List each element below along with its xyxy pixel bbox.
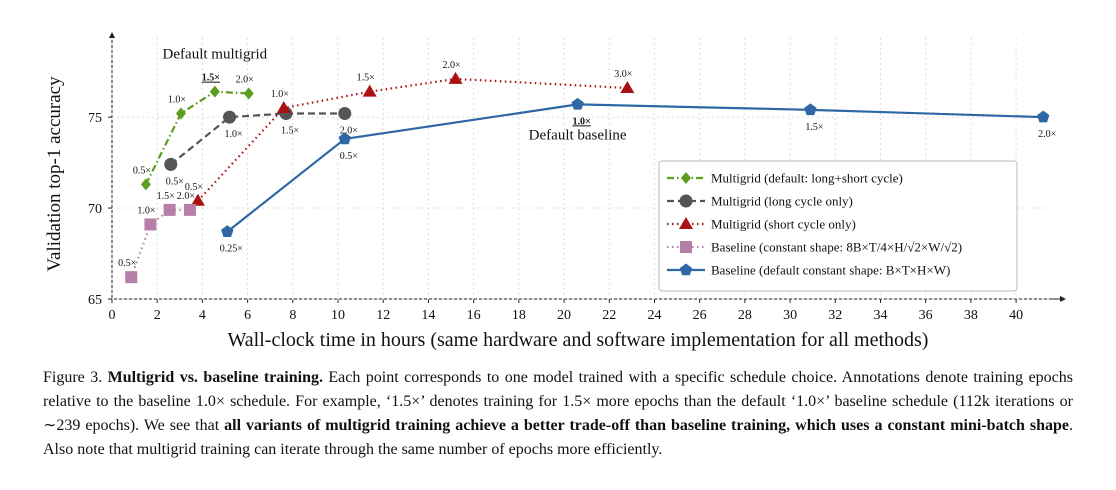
caption-run: Each point corresponds to one model trai… <box>43 369 1073 434</box>
point-label: 2.0× <box>1038 129 1056 140</box>
marker-pentagon <box>804 103 817 116</box>
x-axis-arrow <box>1060 296 1066 302</box>
point-label: 0.25× <box>220 244 243 255</box>
marker-circle <box>679 194 693 208</box>
x-tick-label: 32 <box>828 308 842 323</box>
x-tick-label: 40 <box>1009 308 1023 323</box>
marker-square <box>680 241 692 253</box>
marker-triangle <box>362 84 377 97</box>
caption-run: Figure 3. <box>43 369 108 386</box>
point-label: 0.5× <box>118 258 136 269</box>
caption-run: . Also note that multigrid training can … <box>43 417 1073 458</box>
marker-triangle <box>679 217 693 229</box>
point-label: 3.0× <box>614 69 632 80</box>
x-tick-label: 8 <box>289 308 296 323</box>
x-tick-label: 4 <box>199 308 206 323</box>
y-tick-label: 70 <box>88 202 102 217</box>
marker-triangle <box>448 71 463 84</box>
marker-square <box>163 203 176 216</box>
x-tick-label: 18 <box>512 308 526 323</box>
annotation: Default baseline <box>529 127 627 143</box>
legend-label: Baseline (default constant shape: B×T×H×… <box>711 263 950 278</box>
marker-circle <box>164 157 178 171</box>
caption: Figure 3. Multigrid vs. baseline trainin… <box>43 366 1073 462</box>
x-tick-label: 36 <box>919 308 933 323</box>
marker-diamond <box>209 85 220 98</box>
point-label: 2.0× <box>442 60 460 71</box>
series-line <box>170 112 345 166</box>
marker-pentagon <box>338 132 351 145</box>
marker-diamond <box>681 172 691 184</box>
x-tick-label: 10 <box>331 308 345 323</box>
point-label: 0.5× <box>166 176 184 187</box>
point-label: 2.0× <box>177 191 195 202</box>
x-tick-label: 0 <box>109 308 116 323</box>
point-label: 1.0× <box>573 116 591 127</box>
legend-label: Multigrid (long cycle only) <box>711 194 853 209</box>
legend-box <box>658 160 1018 292</box>
point-label: 0.5× <box>185 182 203 193</box>
x-tick-label: 20 <box>557 308 571 323</box>
point-label: 1.5× <box>157 191 175 202</box>
point-label: 2.0× <box>340 125 358 136</box>
marker-diamond <box>243 87 254 100</box>
point-label: 1.5× <box>202 73 220 84</box>
marker-square <box>183 203 196 216</box>
marker-circle <box>338 106 352 120</box>
marker-diamond <box>140 178 151 191</box>
point-label: 1.0× <box>224 129 242 140</box>
point-label: 1.5× <box>357 73 375 84</box>
marker-triangle <box>276 101 291 114</box>
legend-label: Multigrid (short cycle only) <box>711 217 856 232</box>
x-tick-label: 26 <box>693 308 707 323</box>
marker-triangle <box>190 193 205 206</box>
caption-run: Multigrid vs. baseline training. <box>107 369 323 386</box>
annotation: Default multigrid <box>163 47 268 63</box>
x-axis-label: Wall-clock time in hours (same hardware … <box>228 329 929 351</box>
marker-square <box>125 271 138 284</box>
chart: Validation top-1 accuracy Wall-clock tim… <box>44 32 1066 351</box>
marker-pentagon <box>1037 110 1050 123</box>
x-tick-label: 14 <box>421 308 435 323</box>
x-tick-label: 38 <box>964 308 978 323</box>
legend-label: Baseline (constant shape: 8B×T/4×H/√2×W/… <box>711 240 962 255</box>
legend: Multigrid (default: long+short cycle) Mul… <box>658 160 1018 292</box>
y-axis-arrow <box>109 32 115 38</box>
point-label: 1.0× <box>137 205 155 216</box>
point-label: 1.5× <box>805 122 823 133</box>
y-tick-label: 75 <box>88 111 102 126</box>
x-tick-label: 6 <box>244 308 251 323</box>
point-label: 1.0× <box>271 89 289 100</box>
legend-label: Multigrid (default: long+short cycle) <box>711 171 903 186</box>
marker-triangle <box>620 81 635 94</box>
x-tick-label: 30 <box>783 308 797 323</box>
x-tick-label: 28 <box>738 308 752 323</box>
marker-pentagon <box>221 225 234 237</box>
point-label: 2.0× <box>236 74 254 85</box>
point-label: 1.5× <box>281 125 299 136</box>
x-tick-label: 24 <box>647 308 661 323</box>
x-tick-label: 34 <box>873 308 887 323</box>
point-label: 1.0× <box>168 94 186 105</box>
marker-pentagon <box>679 263 693 276</box>
marker-square <box>144 218 157 231</box>
y-axis-label: Validation top-1 accuracy <box>44 76 65 272</box>
point-label: 0.5× <box>133 165 151 176</box>
y-tick-label: 65 <box>88 293 102 308</box>
series-line <box>130 208 190 278</box>
x-tick-label: 22 <box>602 308 616 323</box>
marker-circle <box>223 110 237 124</box>
x-tick-label: 12 <box>376 308 390 323</box>
caption-run: all variants of multigrid training achie… <box>224 417 1069 434</box>
x-tick-label: 16 <box>467 308 481 323</box>
marker-diamond <box>175 107 186 120</box>
point-label: 0.5× <box>340 151 358 162</box>
marker-pentagon <box>571 97 584 110</box>
x-tick-label: 2 <box>154 308 161 323</box>
series-line <box>144 90 249 185</box>
